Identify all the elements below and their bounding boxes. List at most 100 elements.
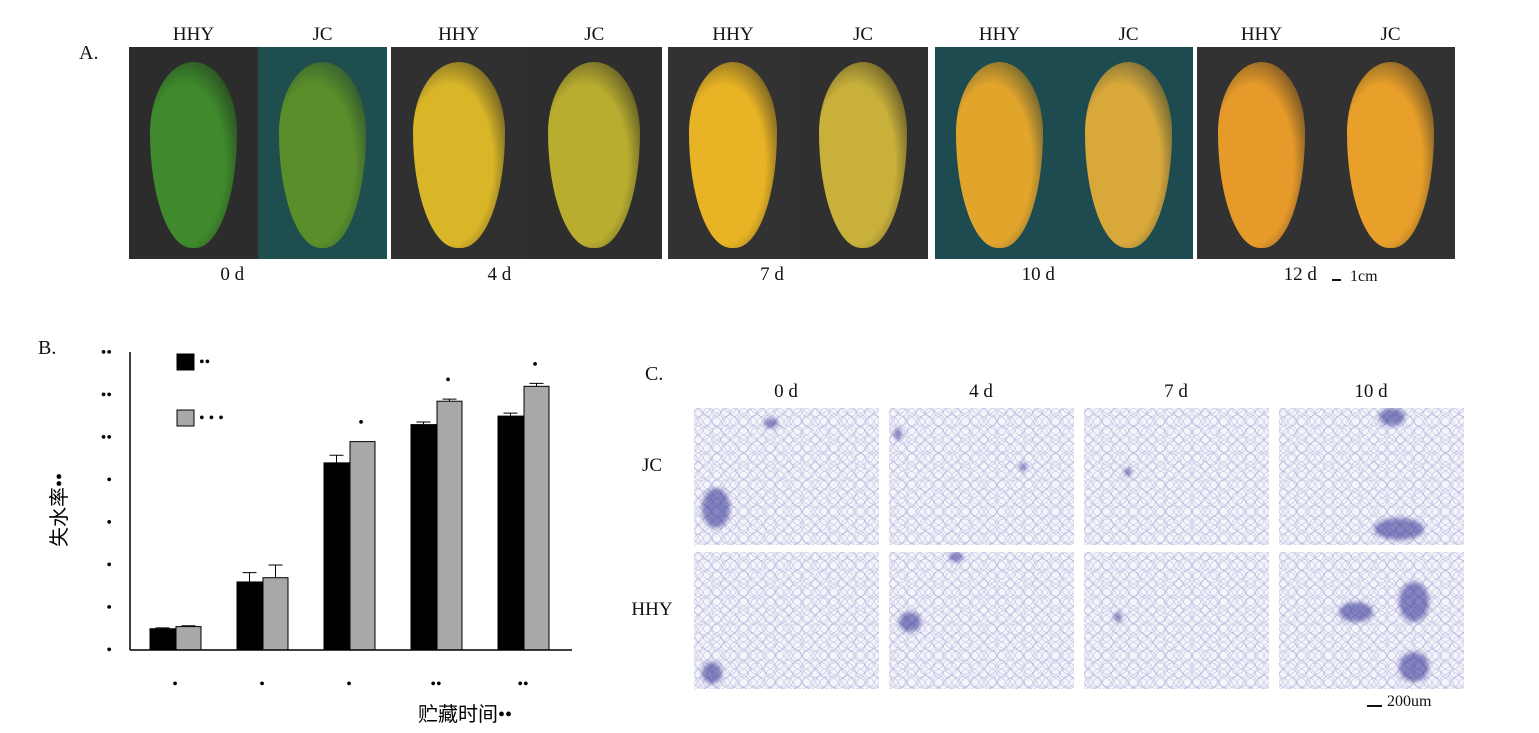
y-tick-label: • xyxy=(106,599,112,616)
label-day: 7 d xyxy=(760,264,784,285)
stain-spot xyxy=(894,428,902,440)
papaya-fruit xyxy=(548,61,641,249)
x-tick-label: • xyxy=(259,676,265,693)
scale-label-1cm: 1cm xyxy=(1350,268,1378,285)
scale-bar-1cm xyxy=(1332,279,1341,281)
x-tick-label: •• xyxy=(517,676,528,693)
error-bar xyxy=(329,454,344,463)
error-bar xyxy=(155,627,170,629)
legend-label-2: • • • xyxy=(199,410,224,427)
panel-a-letter: A. xyxy=(79,42,99,64)
legend-label-1: •• xyxy=(199,354,210,371)
column-label: 0 d xyxy=(774,381,798,402)
papaya-fruit xyxy=(818,61,908,249)
micrograph-tile xyxy=(1279,552,1464,689)
bar xyxy=(349,441,376,651)
stain-spot xyxy=(1399,652,1429,682)
papaya-photo-group xyxy=(1197,47,1455,259)
error-bar xyxy=(268,564,283,578)
papaya-fruit xyxy=(149,61,238,249)
bar xyxy=(523,385,550,651)
legend-swatch-1 xyxy=(176,353,195,371)
papaya-fruit xyxy=(955,61,1044,249)
row-label: JC xyxy=(641,455,663,476)
micrograph-tile xyxy=(694,552,879,689)
stain-spot xyxy=(1114,612,1122,622)
micrograph-tile xyxy=(889,408,1074,545)
papaya-photo-group xyxy=(129,47,387,259)
stain-spot xyxy=(1374,518,1424,540)
micrograph-tile xyxy=(1084,408,1269,545)
y-axis-label: 失水率•• xyxy=(48,473,71,547)
column-label: 7 d xyxy=(1164,381,1188,402)
micrograph-tile xyxy=(694,408,879,545)
stain-spot xyxy=(949,552,963,562)
label-day: 10 d xyxy=(1021,264,1055,285)
micrograph-tile xyxy=(1084,552,1269,689)
x-axis-label: 贮藏时间•• xyxy=(418,703,512,726)
error-bar xyxy=(529,382,544,387)
scale-bar-200um xyxy=(1367,705,1382,707)
stain-spot xyxy=(1019,463,1027,471)
significance-marker: • xyxy=(358,415,364,432)
photo-half-jc xyxy=(526,47,662,259)
photo-half-hhy xyxy=(129,47,258,259)
papaya-photo-group xyxy=(668,47,928,259)
x-tick-label: • xyxy=(346,676,352,693)
stain-spot xyxy=(764,418,778,428)
photo-half-jc xyxy=(1326,47,1455,259)
micrograph-tile xyxy=(889,552,1074,689)
x-tick-label: • xyxy=(172,676,178,693)
bar xyxy=(323,462,350,651)
column-label: 4 d xyxy=(969,381,993,402)
column-label: 10 d xyxy=(1354,381,1388,402)
error-bar xyxy=(242,572,257,582)
label-jc: JC xyxy=(1118,24,1139,45)
y-tick-label: • xyxy=(106,472,112,489)
label-hhy: HHY xyxy=(172,24,215,45)
legend-swatch-2 xyxy=(176,409,195,427)
bar xyxy=(262,577,289,651)
photo-half-jc xyxy=(258,47,387,259)
papaya-photo-group xyxy=(391,47,662,259)
legend: •• • • • xyxy=(176,353,224,427)
y-tick-label: • xyxy=(106,557,112,574)
papaya-fruit xyxy=(1346,61,1435,249)
papaya-photo-group xyxy=(935,47,1193,259)
error-bar xyxy=(416,421,431,425)
stain-spot xyxy=(1399,582,1429,622)
photo-half-jc xyxy=(1064,47,1193,259)
photo-half-hhy xyxy=(391,47,527,259)
papaya-fruit xyxy=(412,61,505,249)
label-day: 0 d xyxy=(220,264,245,285)
scale-label-200um: 200um xyxy=(1387,693,1432,710)
bar xyxy=(175,626,202,651)
significance-marker: • xyxy=(532,356,538,373)
stain-spot xyxy=(702,488,730,528)
papaya-fruit xyxy=(688,61,778,249)
error-bar xyxy=(503,412,518,417)
label-hhy: HHY xyxy=(712,24,754,45)
bar xyxy=(410,424,437,651)
label-jc: JC xyxy=(852,24,874,45)
stain-spot xyxy=(1124,468,1132,476)
x-tick-label: •• xyxy=(430,676,441,693)
bar xyxy=(497,415,524,651)
photo-half-hhy xyxy=(935,47,1064,259)
stain-spot xyxy=(1379,408,1405,426)
label-day: 4 d xyxy=(487,264,512,285)
papaya-fruit xyxy=(278,61,367,249)
panel-c-letter: C. xyxy=(645,363,664,385)
label-hhy: HHY xyxy=(1240,24,1283,45)
photo-half-hhy xyxy=(1197,47,1326,259)
bar xyxy=(236,581,263,651)
row-label: HHY xyxy=(631,599,673,620)
papaya-fruit xyxy=(1084,61,1173,249)
photo-half-jc xyxy=(798,47,928,259)
bar xyxy=(149,628,176,651)
y-tick-label: •• xyxy=(101,387,112,404)
y-tick-label: • xyxy=(106,642,112,659)
label-hhy: HHY xyxy=(438,24,480,45)
y-tick-label: •• xyxy=(101,429,112,446)
y-tick-label: •• xyxy=(101,344,112,361)
